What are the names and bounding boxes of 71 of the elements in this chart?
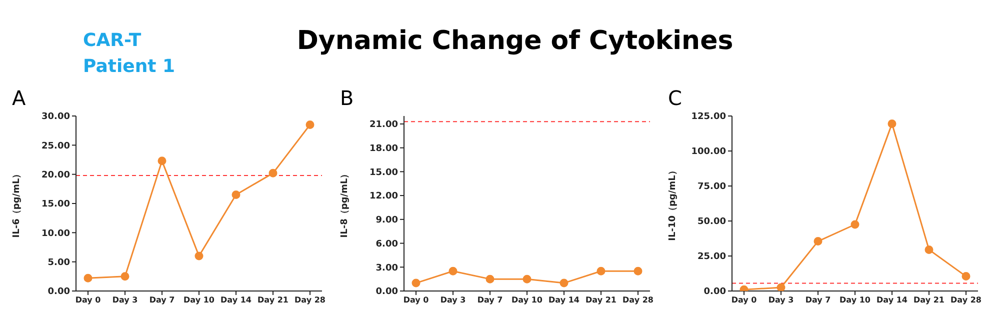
y-tick-label: 15.00 [370,168,398,178]
text: CAR-T [83,29,142,53]
y-tick-label: 20.00 [42,170,70,181]
x-tick-label: Day 0 [403,296,430,305]
point [814,237,822,246]
point [486,274,494,284]
y-tick-label: 9.00 [376,216,398,226]
point [634,266,642,276]
y-tick-label: 5.00 [48,258,70,268]
x-tick-label: Day 7 [805,296,831,305]
x-tick-label: Day 14 [220,296,252,305]
y-tick-label: 75.00 [698,182,726,192]
x-tick-label: Day 28 [622,296,654,305]
y-tick-label: 25.00 [698,252,726,262]
point [850,220,860,229]
y-tick-label: 10.00 [42,228,70,239]
chart-title: A [12,86,26,110]
x-tick-label: Day 28 [294,296,326,305]
x-tick-label: Day 3 [440,296,466,305]
y-tick-label: 3.00 [376,263,398,274]
y-tick-label: 0.00 [704,287,726,298]
y-axis-title: IL-6（pg/mL） [12,169,22,238]
x-tick-label: Day 21 [258,296,289,305]
y-tick-label: 25.00 [42,141,70,152]
point [962,272,970,281]
x-tick-label: Day 3 [112,296,138,305]
x-tick-label: Day 10 [512,296,543,305]
x-tick-label: Day 14 [876,296,908,305]
chart-title: C [668,86,682,110]
text: Patient 1 [83,55,176,79]
y-axis-title: IL-8（pg/mL） [340,169,350,238]
point [596,266,606,276]
point [268,168,278,178]
point [888,119,896,128]
point [448,266,458,276]
x-tick-label: Day 7 [149,296,175,305]
point [120,272,130,281]
point [306,120,314,129]
y-tick-label: 0.00 [48,287,70,298]
point [412,278,420,288]
y-tick-label: 0.00 [376,287,398,298]
x-tick-label: Day 21 [914,296,945,305]
y-tick-label: 50.00 [698,217,726,228]
point [194,252,204,260]
x-tick-label: Day 28 [950,296,982,305]
y-axis-title: IL-10（pg/mL） [668,166,678,241]
y-tick-label: 21.00 [370,120,398,130]
text: Dynamic Change of Cytokines [296,26,734,56]
x-tick-label: Day 7 [477,296,503,305]
point [84,274,92,282]
point [924,245,934,254]
y-tick-label: 18.00 [370,144,398,154]
x-tick-label: Day 14 [548,296,580,305]
x-tick-label: Day 21 [586,296,617,305]
y-tick-label: 15.00 [42,200,70,210]
point [560,278,568,288]
y-tick-label: 100.00 [691,147,726,158]
chart-title: B [340,86,354,110]
x-tick-label: Day 3 [768,296,794,305]
point [522,274,532,284]
x-tick-label: Day 10 [184,296,215,305]
x-tick-label: Day 0 [731,296,758,305]
point [776,283,786,291]
point [232,190,240,199]
point [158,156,166,166]
y-tick-label: 125.00 [691,112,726,122]
x-tick-label: Day 0 [75,296,102,305]
x-tick-label: Day 10 [840,296,871,305]
y-tick-label: 12.00 [370,192,398,202]
y-tick-label: 6.00 [376,239,398,250]
y-tick-label: 30.00 [42,112,70,122]
